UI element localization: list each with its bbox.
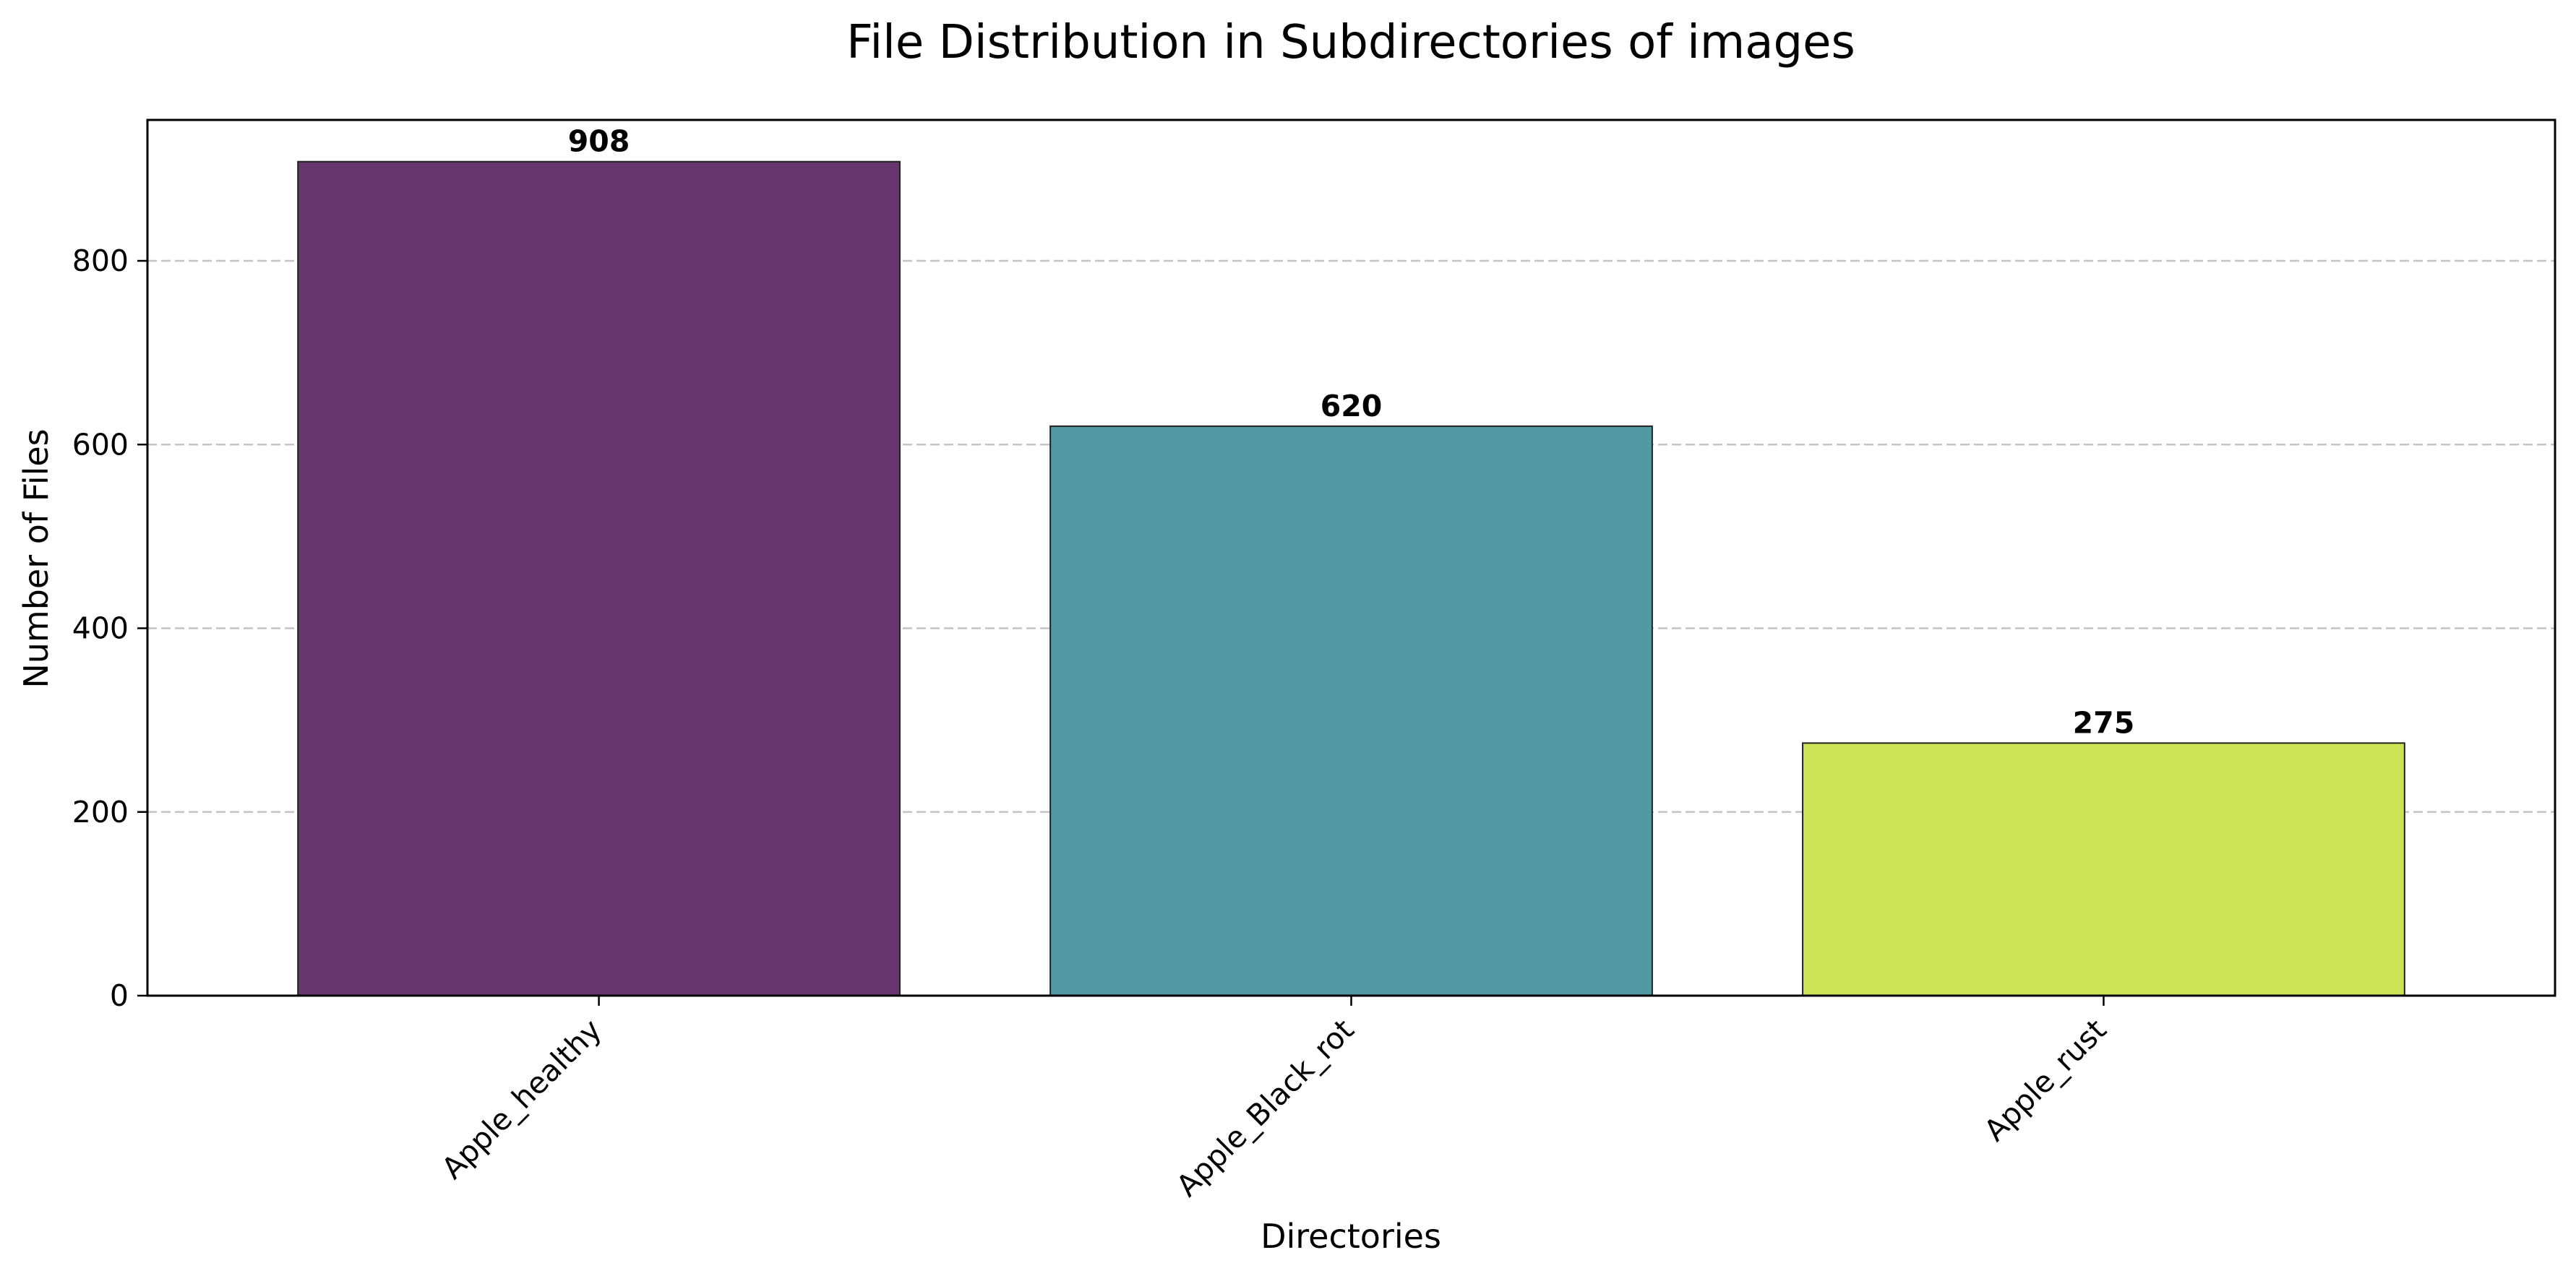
bar-apple-healthy	[297, 160, 901, 997]
x-tick-label: Apple_healthy	[435, 1012, 609, 1186]
bars	[297, 160, 2405, 997]
y-tick-label: 600	[72, 427, 129, 462]
bar-apple-black-rot	[1049, 425, 1653, 996]
y-tick-label: 400	[72, 611, 129, 646]
y-tick-label: 0	[110, 978, 129, 1013]
bar-value-label: 908	[568, 124, 630, 159]
y-axis-ticks: 0 200 400 600 800	[72, 243, 147, 1013]
x-tick-label: Apple_Black_rot	[1169, 1012, 1360, 1203]
data-labels: 908 620 275	[568, 124, 2134, 741]
chart-title: File Distribution in Subdirectories of i…	[846, 16, 1855, 69]
y-tick-label: 200	[72, 795, 129, 829]
x-axis-ticks: Apple_healthy Apple_Black_rot Apple_rust	[435, 996, 2113, 1203]
x-axis-label: Directories	[1261, 1217, 1441, 1256]
x-tick-label: Apple_rust	[1978, 1012, 2113, 1148]
bar-value-label: 620	[1321, 389, 1383, 423]
bar-value-label: 275	[2073, 705, 2135, 740]
bar-apple-rust	[1802, 742, 2405, 996]
y-axis-label: Number of Files	[17, 428, 56, 688]
y-tick-label: 800	[72, 243, 129, 278]
